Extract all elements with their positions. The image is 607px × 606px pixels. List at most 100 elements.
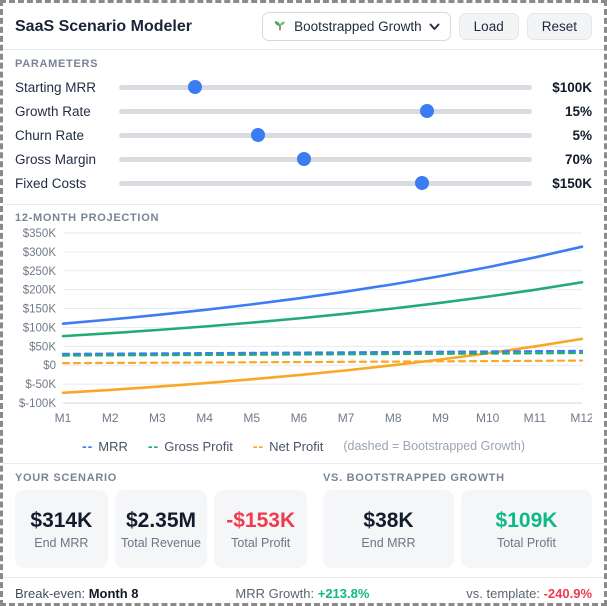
slider-track[interactable] — [119, 133, 532, 138]
svg-text:$-50K: $-50K — [25, 379, 56, 391]
legend-dash-icon: -- — [147, 438, 160, 454]
svg-text:$300K: $300K — [23, 247, 57, 259]
svg-text:M1: M1 — [55, 411, 72, 425]
legend-item-net-profit: -- Net Profit — [253, 438, 324, 454]
param-row-fixed-costs: Fixed Costs $150K — [15, 171, 592, 195]
header-controls: Bootstrapped Growth Load Reset — [262, 12, 592, 41]
projection-title: 12-MONTH PROJECTION — [15, 212, 160, 224]
stat-label: End MRR — [34, 535, 89, 550]
slider-churn-rate[interactable] — [115, 123, 536, 147]
legend-label: Gross Profit — [164, 438, 233, 454]
legend-label: MRR — [98, 438, 128, 454]
param-row-gross-margin: Gross Margin 70% — [15, 147, 592, 171]
mrr-growth-label: MRR Growth: — [235, 586, 315, 601]
page-title: SaaS Scenario Modeler — [15, 17, 192, 35]
param-value: $100K — [552, 79, 592, 95]
param-value: 5% — [572, 127, 592, 143]
stat-card-template-total-profit: $109K Total Profit — [461, 490, 592, 568]
comparison-title: VS. BOOTSTRAPPED GROWTH — [323, 472, 505, 484]
svg-text:M4: M4 — [196, 411, 213, 425]
vs-template-value: -240.9% — [543, 586, 592, 601]
legend-dash-icon: -- — [252, 438, 265, 454]
slider-thumb[interactable] — [297, 152, 312, 166]
param-row-starting-mrr: Starting MRR $100K — [15, 75, 592, 99]
svg-text:M6: M6 — [291, 411, 308, 425]
param-label: Fixed Costs — [15, 175, 87, 191]
stat-card-template-end-mrr: $38K End MRR — [323, 490, 454, 568]
stat-value: $38K — [363, 508, 414, 532]
stat-card-end-mrr: $314K End MRR — [15, 490, 108, 568]
slider-thumb[interactable] — [415, 176, 430, 190]
vs-template-label: vs. template: — [466, 586, 540, 601]
stat-value: $2.35M — [125, 508, 197, 532]
legend-item-mrr: -- MRR — [82, 438, 128, 454]
slider-fixed-costs[interactable] — [115, 171, 536, 195]
slider-starting-mrr[interactable] — [115, 75, 536, 99]
comparison-group: VS. BOOTSTRAPPED GROWTH $38K End MRR $10… — [323, 472, 592, 568]
svg-text:M2: M2 — [102, 411, 119, 425]
vs-template-stat: vs. template: -240.9% — [466, 586, 592, 601]
break-even-label: Break-even: — [15, 586, 86, 601]
stats-section: YOUR SCENARIO $314K End MRR $2.35M Total… — [3, 464, 604, 577]
slider-gross-margin[interactable] — [115, 147, 536, 171]
stat-value: $314K — [30, 508, 93, 532]
reset-button[interactable]: Reset — [526, 13, 592, 40]
svg-text:$150K: $150K — [23, 304, 57, 316]
slider-track[interactable] — [119, 85, 532, 90]
break-even-stat: Break-even: Month 8 — [15, 586, 139, 601]
legend-dash-icon: -- — [81, 438, 94, 454]
series-line-gross-profit-bootstrapped-growth-template- — [61, 351, 584, 357]
your-scenario-title: YOUR SCENARIO — [15, 472, 117, 484]
slider-track[interactable] — [119, 181, 532, 186]
param-label: Gross Margin — [15, 151, 97, 167]
slider-track[interactable] — [119, 157, 532, 162]
svg-text:$100K: $100K — [23, 322, 57, 334]
svg-text:M10: M10 — [476, 411, 500, 425]
slider-thumb[interactable] — [419, 104, 434, 118]
stat-value: -$153K — [226, 508, 296, 532]
mrr-growth-stat: MRR Growth: +213.8% — [235, 586, 369, 601]
series-line-net-profit — [61, 337, 584, 395]
svg-text:M3: M3 — [149, 411, 166, 425]
stat-value: $109K — [495, 508, 558, 532]
param-value: $150K — [552, 175, 592, 191]
template-select[interactable]: Bootstrapped Growth — [262, 12, 451, 41]
chart-legend: -- MRR -- Gross Profit -- Net Profit (dashed =… — [15, 438, 592, 454]
svg-text:M7: M7 — [338, 411, 355, 425]
svg-text:$350K: $350K — [23, 228, 57, 240]
stat-card-total-revenue: $2.35M Total Revenue — [114, 490, 208, 568]
svg-text:M11: M11 — [524, 411, 547, 425]
series-line-gross-profit — [61, 280, 584, 338]
your-scenario-cards: $314K End MRR $2.35M Total Revenue -$153… — [15, 490, 308, 568]
slider-track[interactable] — [119, 109, 532, 114]
legend-item-gross-profit: -- Gross Profit — [148, 438, 233, 454]
stat-label: Total Profit — [496, 535, 557, 550]
svg-text:$-100K: $-100K — [19, 398, 56, 410]
legend-label: Net Profit — [269, 438, 324, 454]
param-value: 15% — [564, 103, 592, 119]
stat-card-total-profit: -$153K Total Profit — [214, 490, 308, 568]
svg-text:M12: M12 — [570, 411, 592, 425]
svg-text:M5: M5 — [243, 411, 260, 425]
stat-label: Total Profit — [231, 535, 291, 550]
param-row-churn-rate: Churn Rate 5% — [15, 123, 592, 147]
svg-text:$0: $0 — [43, 360, 56, 372]
comparison-cards: $38K End MRR $109K Total Profit — [323, 490, 592, 568]
template-select-value: Bootstrapped Growth — [294, 19, 422, 34]
series-line-mrr — [61, 245, 584, 325]
footer-bar: Break-even: Month 8 MRR Growth: +213.8% … — [3, 577, 604, 603]
svg-text:$250K: $250K — [23, 266, 57, 278]
svg-text:$200K: $200K — [23, 285, 57, 297]
parameters-section: PARAMETERS Starting MRR $100K Growth Rat… — [3, 50, 604, 205]
slider-thumb[interactable] — [251, 128, 266, 142]
stat-label: End MRR — [361, 535, 416, 550]
slider-growth-rate[interactable] — [115, 99, 536, 123]
svg-text:M9: M9 — [432, 411, 449, 425]
slider-thumb[interactable] — [187, 80, 202, 94]
seedling-icon — [273, 18, 287, 35]
param-label: Starting MRR — [15, 79, 97, 95]
series-line-net-profit-bootstrapped-growth-template- — [61, 359, 584, 365]
mrr-growth-value: +213.8% — [317, 586, 370, 601]
load-button[interactable]: Load — [458, 13, 519, 40]
